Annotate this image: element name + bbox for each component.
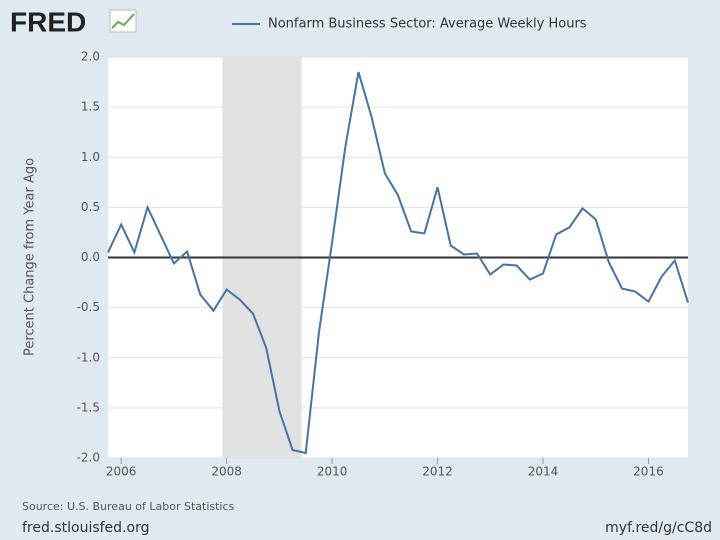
data-line xyxy=(107,71,689,455)
legend-label: Nonfarm Business Sector: Average Weekly … xyxy=(268,17,587,32)
x-tick-label: 2008 xyxy=(211,465,242,479)
y-tick-label: -1.5 xyxy=(77,400,100,414)
y-axis-label: Percent Change from Year Ago xyxy=(23,158,38,356)
y-tick-label: 0.0 xyxy=(81,250,100,264)
y-tick-label: -1.0 xyxy=(77,350,100,364)
y-tick-label: 0.5 xyxy=(81,200,100,214)
logo: FRED xyxy=(10,6,86,37)
y-tick-label: 1.0 xyxy=(81,150,100,164)
y-tick-label: -2.0 xyxy=(77,451,100,465)
footer-left: fred.stlouisfed.org xyxy=(22,520,149,536)
x-tick-label: 2016 xyxy=(633,465,664,479)
logo-icon xyxy=(109,9,137,33)
footer-right: myf.red/g/cC8d xyxy=(605,520,712,536)
x-tick-label: 2006 xyxy=(106,465,137,479)
x-tick-label: 2014 xyxy=(528,465,559,479)
x-tick-label: 2010 xyxy=(317,465,348,479)
y-tick-label: 2.0 xyxy=(81,50,100,64)
x-tick-label: 2012 xyxy=(422,465,453,479)
source: Source: U.S. Bureau of Labor Statistics xyxy=(22,500,235,513)
y-tick-label: 1.5 xyxy=(81,100,100,114)
y-tick-label: -0.5 xyxy=(77,300,100,314)
